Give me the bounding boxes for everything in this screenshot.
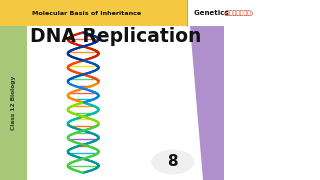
Text: 8: 8 [167, 154, 178, 170]
Text: Genetics: Genetics [194, 10, 231, 16]
Text: (மரபியல்): (மரபியல்) [224, 10, 254, 16]
Circle shape [152, 150, 194, 174]
FancyBboxPatch shape [0, 26, 27, 180]
Text: DNA Replication: DNA Replication [30, 26, 202, 46]
Text: Molecular Basis of Inheritance: Molecular Basis of Inheritance [32, 11, 141, 15]
Text: Class 12 Biology: Class 12 Biology [11, 76, 16, 130]
FancyBboxPatch shape [0, 0, 320, 26]
FancyBboxPatch shape [187, 0, 320, 26]
FancyBboxPatch shape [27, 26, 320, 180]
Polygon shape [190, 26, 224, 180]
